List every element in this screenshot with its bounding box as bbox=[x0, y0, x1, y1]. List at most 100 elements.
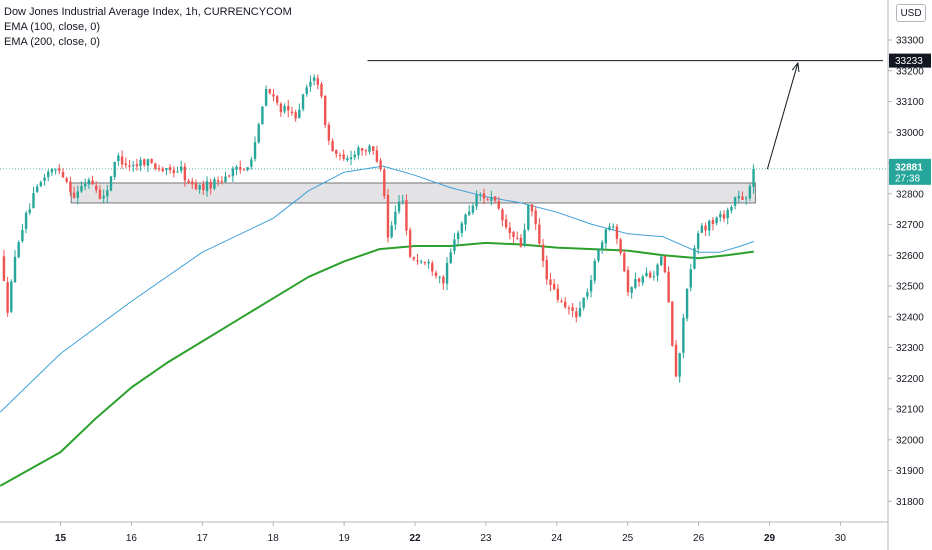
candle-body bbox=[309, 81, 312, 87]
candle-body bbox=[578, 307, 582, 317]
candle-body bbox=[65, 178, 68, 182]
candle-body bbox=[468, 211, 471, 215]
candle-body bbox=[516, 237, 519, 239]
ema100-line[interactable] bbox=[0, 165, 755, 413]
candle-body bbox=[383, 169, 386, 197]
bar-countdown-label: 27:38 bbox=[895, 173, 920, 184]
symbol-title[interactable]: Dow Jones Industrial Average Index, 1h, … bbox=[4, 6, 292, 18]
candle-body bbox=[349, 157, 353, 160]
candle-body bbox=[722, 214, 726, 219]
candle-body bbox=[113, 161, 116, 177]
candle-body bbox=[645, 272, 648, 277]
candle-body bbox=[176, 171, 179, 173]
candle-body bbox=[139, 160, 142, 167]
candle-body bbox=[593, 260, 596, 281]
candle-body bbox=[719, 213, 722, 218]
candle-body bbox=[456, 232, 460, 240]
candle-body bbox=[120, 156, 124, 165]
candle-body bbox=[202, 183, 205, 191]
candle-body bbox=[72, 192, 76, 198]
candle-body bbox=[6, 282, 9, 313]
candle-body bbox=[194, 183, 198, 190]
candle-body bbox=[261, 106, 264, 125]
candle-body bbox=[272, 94, 275, 97]
candle-body bbox=[368, 145, 371, 152]
candle-body bbox=[35, 186, 39, 193]
candle-body bbox=[357, 147, 360, 156]
candle-body bbox=[497, 201, 500, 209]
candle-body bbox=[630, 287, 633, 293]
candle-body bbox=[294, 112, 297, 119]
arrow-head-icon bbox=[791, 61, 800, 73]
candle-body bbox=[312, 77, 316, 81]
candle-body bbox=[575, 311, 578, 318]
support-zone[interactable] bbox=[70, 182, 756, 204]
candle-body bbox=[279, 103, 283, 113]
candle-body bbox=[231, 168, 235, 177]
candle-body bbox=[663, 255, 667, 273]
candle-body bbox=[305, 87, 308, 94]
candle-body bbox=[338, 155, 342, 157]
candle-body bbox=[32, 193, 35, 209]
candle-body bbox=[545, 259, 548, 280]
candle-body bbox=[10, 281, 13, 312]
y-tick-label: 32100 bbox=[896, 405, 924, 416]
candle-body bbox=[2, 256, 6, 281]
candle-body bbox=[69, 181, 72, 193]
ema200-line[interactable] bbox=[0, 241, 755, 487]
y-tick-label: 32800 bbox=[896, 189, 924, 200]
candle-body bbox=[161, 168, 164, 172]
candle-body bbox=[290, 111, 294, 114]
candle-body bbox=[523, 229, 526, 246]
ema200-legend[interactable]: EMA (200, close, 0) bbox=[4, 36, 100, 48]
candle-body bbox=[634, 279, 637, 288]
candle-body bbox=[76, 191, 79, 198]
target-price-tag bbox=[889, 53, 931, 68]
candle-body bbox=[700, 225, 704, 233]
candle-body bbox=[471, 205, 475, 213]
x-tick-label: 26 bbox=[693, 533, 705, 544]
candle-body bbox=[165, 168, 168, 171]
candle-body bbox=[464, 214, 467, 225]
x-tick-label: 25 bbox=[622, 533, 634, 544]
candle-body bbox=[626, 270, 630, 293]
candle-body bbox=[512, 232, 515, 238]
candle-body bbox=[335, 150, 338, 154]
candle-body bbox=[674, 344, 678, 377]
candle-body bbox=[552, 283, 556, 290]
candle-body bbox=[501, 209, 504, 221]
candle-body bbox=[371, 146, 375, 152]
candle-body bbox=[394, 211, 397, 225]
candle-body bbox=[564, 301, 567, 308]
candle-body bbox=[434, 272, 438, 277]
currency-button[interactable]: USD bbox=[896, 4, 926, 22]
candle-body bbox=[504, 219, 508, 228]
candle-body bbox=[482, 193, 486, 199]
candle-body bbox=[95, 185, 98, 191]
candle-body bbox=[571, 307, 574, 311]
y-tick-label: 33300 bbox=[896, 36, 924, 47]
candle-body bbox=[298, 109, 301, 118]
candle-body bbox=[708, 220, 711, 231]
candle-body bbox=[50, 168, 54, 173]
ema100-legend[interactable]: EMA (100, close, 0) bbox=[4, 21, 100, 33]
candle-body bbox=[490, 197, 493, 201]
y-tick-label: 32300 bbox=[896, 343, 924, 354]
y-tick-label: 31900 bbox=[896, 466, 924, 477]
candle-body bbox=[685, 288, 689, 319]
candle-body bbox=[442, 276, 445, 284]
candle-body bbox=[143, 159, 146, 166]
arrow-line[interactable] bbox=[766, 62, 799, 170]
candle-body bbox=[752, 168, 755, 187]
candle-body bbox=[696, 233, 700, 249]
candle-body bbox=[726, 209, 729, 219]
candle-body bbox=[250, 159, 253, 167]
candle-body bbox=[61, 171, 65, 178]
x-tick-label: 15 bbox=[55, 533, 67, 544]
candle-body bbox=[183, 166, 187, 181]
candle-body bbox=[117, 155, 120, 162]
candle-body bbox=[612, 226, 615, 228]
candle-body bbox=[541, 244, 545, 261]
